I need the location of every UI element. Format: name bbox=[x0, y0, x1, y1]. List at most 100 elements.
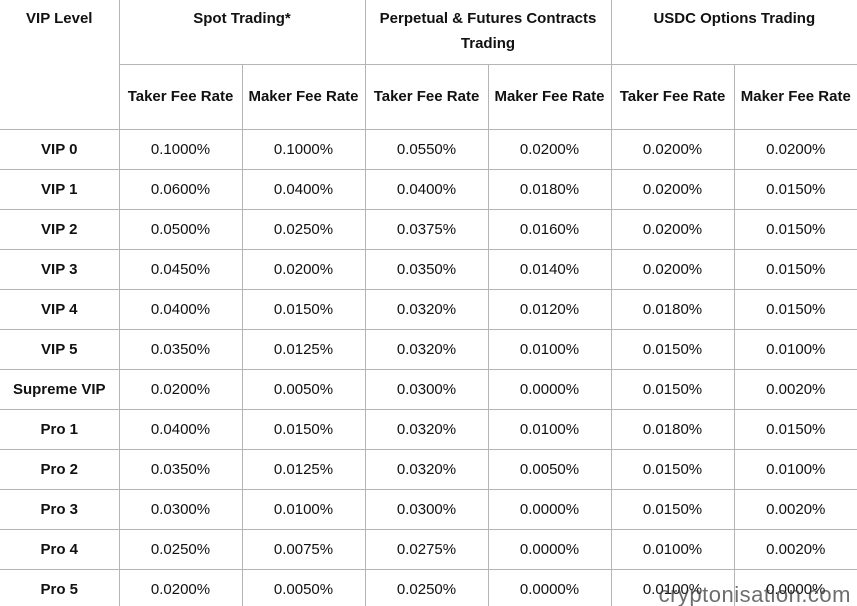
header-cell: VIP Level bbox=[0, 0, 120, 130]
row-label: Pro 1 bbox=[0, 408, 120, 450]
fee-cell: 0.0400% bbox=[118, 288, 243, 330]
fee-cell: 0.0000% bbox=[487, 568, 612, 606]
fee-cell: 0.0200% bbox=[733, 128, 857, 170]
fee-cell: 0.0275% bbox=[364, 528, 489, 570]
data-row: VIP 3 0.0450% 0.0200% 0.0350% 0.0140% 0.0200%… bbox=[0, 248, 857, 290]
fee-cell: 0.0000% bbox=[487, 368, 612, 410]
row-label: VIP 0 bbox=[0, 128, 120, 170]
header-cell: Spot Trading* bbox=[118, 0, 366, 65]
fee-cell: 0.0150% bbox=[241, 408, 366, 450]
fee-cell: 0.0125% bbox=[241, 328, 366, 370]
row-label: VIP 3 bbox=[0, 248, 120, 290]
fee-cell: 0.0020% bbox=[733, 368, 857, 410]
subheader-cell: Taker Fee Rate bbox=[364, 63, 489, 130]
row-label: VIP 4 bbox=[0, 288, 120, 330]
fee-cell: 0.0200% bbox=[118, 568, 243, 606]
fee-cell: 0.0350% bbox=[118, 328, 243, 370]
fee-cell: 0.0050% bbox=[487, 448, 612, 490]
fee-cell: 0.0000% bbox=[487, 528, 612, 570]
fee-cell: 0.0200% bbox=[118, 368, 243, 410]
data-row: Pro 2 0.0350% 0.0125% 0.0320% 0.0050% 0.0150%… bbox=[0, 448, 857, 490]
data-row: Pro 1 0.0400% 0.0150% 0.0320% 0.0100% 0.0180%… bbox=[0, 408, 857, 450]
fee-cell: 0.0320% bbox=[364, 448, 489, 490]
fee-cell: 0.0100% bbox=[487, 328, 612, 370]
data-row: Pro 4 0.0250% 0.0075% 0.0275% 0.0000% 0.0100%… bbox=[0, 528, 857, 570]
fee-cell: 0.0100% bbox=[241, 488, 366, 530]
header-row: VIP Level Spot Trading* Perpetual & Future… bbox=[0, 0, 857, 130]
fee-cell: 0.0100% bbox=[610, 528, 735, 570]
fee-cell: 0.0250% bbox=[364, 568, 489, 606]
header-cell: Perpetual & Futures Contracts Trading bbox=[364, 0, 612, 65]
header-cell: USDC Options Trading bbox=[610, 0, 857, 65]
fee-cell: 0.0400% bbox=[241, 168, 366, 210]
fee-cell: 0.0100% bbox=[733, 328, 857, 370]
subheader-row: Taker Fee Rate Maker Fee Rate Taker Fee Ra… bbox=[0, 63, 857, 130]
fee-cell: 0.0050% bbox=[241, 568, 366, 606]
row-label: VIP 1 bbox=[0, 168, 120, 210]
fee-cell: 0.0600% bbox=[118, 168, 243, 210]
fee-cell: 0.0400% bbox=[118, 408, 243, 450]
fee-cell: 0.0200% bbox=[487, 128, 612, 170]
fee-cell: 0.0050% bbox=[241, 368, 366, 410]
fee-cell: 0.0450% bbox=[118, 248, 243, 290]
data-row: Pro 5 0.0200% 0.0050% 0.0250% 0.0000% 0.0100%… bbox=[0, 568, 857, 606]
fee-cell: 0.0150% bbox=[610, 328, 735, 370]
data-row: VIP 1 0.0600% 0.0400% 0.0400% 0.0180% 0.0200%… bbox=[0, 168, 857, 210]
row-label: Pro 2 bbox=[0, 448, 120, 490]
fee-cell: 0.0100% bbox=[487, 408, 612, 450]
fee-cell: 0.0400% bbox=[364, 168, 489, 210]
fee-cell: 0.0140% bbox=[487, 248, 612, 290]
fee-cell: 0.0320% bbox=[364, 288, 489, 330]
subheader-cell: Taker Fee Rate bbox=[119, 63, 243, 130]
row-label: Pro 4 bbox=[0, 528, 120, 570]
fee-cell: 0.0150% bbox=[610, 368, 735, 410]
fee-cell: 0.0150% bbox=[733, 248, 857, 290]
row-label: VIP 2 bbox=[0, 208, 120, 250]
fee-cell: 0.0180% bbox=[610, 288, 735, 330]
subheader-cell: Taker Fee Rate bbox=[610, 63, 735, 130]
fee-cell: 0.0200% bbox=[610, 248, 735, 290]
fee-cell: 0.0300% bbox=[118, 488, 243, 530]
row-label: Supreme VIP bbox=[0, 368, 120, 410]
data-row: VIP 4 0.0400% 0.0150% 0.0320% 0.0120% 0.0180%… bbox=[0, 288, 857, 330]
fee-cell: 0.0200% bbox=[610, 168, 735, 210]
watermark: cryptonisation.com bbox=[658, 582, 851, 606]
fee-cell: 0.0150% bbox=[733, 288, 857, 330]
subheader-cell: Maker Fee Rate bbox=[733, 63, 857, 130]
fee-cell: 0.0125% bbox=[241, 448, 366, 490]
fee-cell: 0.0150% bbox=[733, 168, 857, 210]
fee-cell: 0.0200% bbox=[610, 128, 735, 170]
fee-cell: 0.0000% bbox=[487, 488, 612, 530]
fee-cell: 0.1000% bbox=[118, 128, 243, 170]
row-label: Pro 3 bbox=[0, 488, 120, 530]
fee-cell: 0.0375% bbox=[364, 208, 489, 250]
fee-cell: 0.0020% bbox=[733, 528, 857, 570]
fee-cell: 0.0150% bbox=[241, 288, 366, 330]
fee-cell: 0.0250% bbox=[118, 528, 243, 570]
data-row: VIP 0 0.1000% 0.1000% 0.0550% 0.0200% 0.0200%… bbox=[0, 128, 857, 170]
subheader-cell: Maker Fee Rate bbox=[487, 63, 612, 130]
fee-cell: 0.0350% bbox=[118, 448, 243, 490]
fee-cell: 0.0150% bbox=[733, 408, 857, 450]
fee-cell: 0.0075% bbox=[241, 528, 366, 570]
fee-cell: 0.0320% bbox=[364, 408, 489, 450]
fee-cell: 0.0120% bbox=[487, 288, 612, 330]
fee-cell: 0.0200% bbox=[610, 208, 735, 250]
fee-cell: 0.0300% bbox=[364, 488, 489, 530]
data-row: Pro 3 0.0300% 0.0100% 0.0300% 0.0000% 0.0150%… bbox=[0, 488, 857, 530]
fee-cell: 0.0500% bbox=[118, 208, 243, 250]
data-row: Supreme VIP 0.0200% 0.0050% 0.0300% 0.0000% 0… bbox=[0, 368, 857, 410]
fee-cell: 0.0150% bbox=[610, 448, 735, 490]
fee-cell: 0.0150% bbox=[733, 208, 857, 250]
subheader-cell: Maker Fee Rate bbox=[241, 63, 366, 130]
fee-cell: 0.0320% bbox=[364, 328, 489, 370]
fee-cell: 0.0180% bbox=[610, 408, 735, 450]
fee-cell: 0.0250% bbox=[241, 208, 366, 250]
fee-cell: 0.1000% bbox=[241, 128, 366, 170]
fee-cell: 0.0100% bbox=[610, 568, 735, 606]
fee-cell: 0.0300% bbox=[364, 368, 489, 410]
fee-cell: 0.0150% bbox=[610, 488, 735, 530]
row-label: Pro 5 bbox=[0, 568, 120, 606]
